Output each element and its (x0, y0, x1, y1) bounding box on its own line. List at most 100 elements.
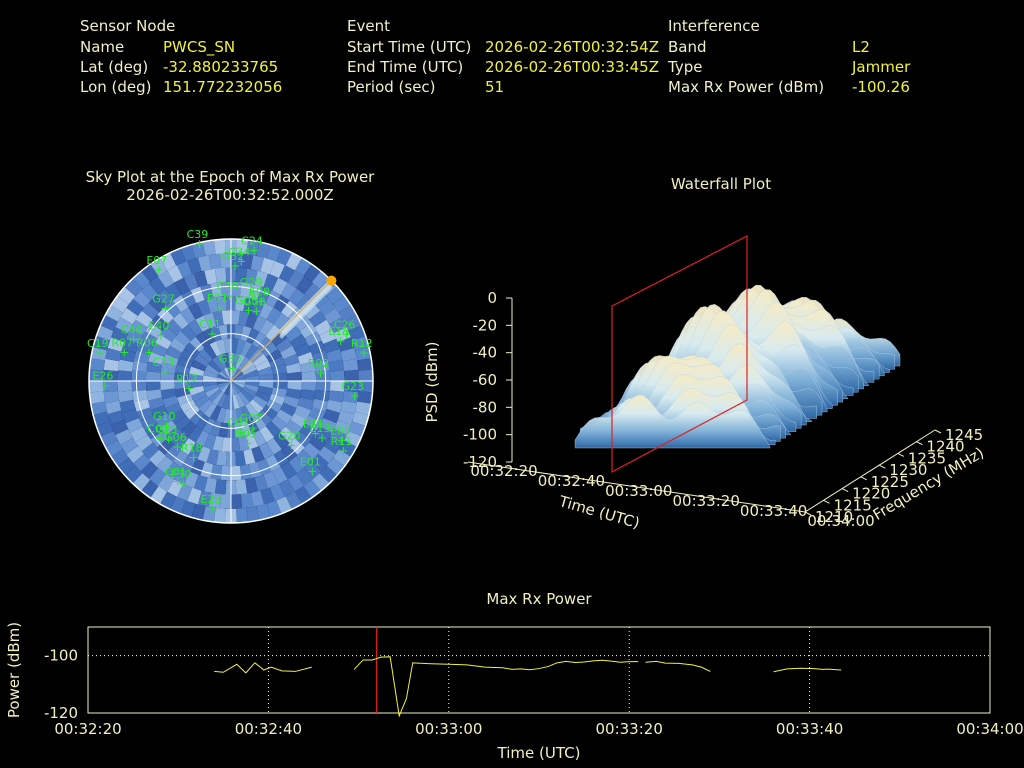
sky-heatmap-cell (157, 270, 175, 288)
sky-heatmap-cell (339, 305, 357, 322)
sky-heatmap-cell (174, 277, 190, 295)
sky-heatmap-cell (280, 402, 297, 417)
sky-heatmap-cell (203, 312, 217, 329)
sky-heatmap-cell (240, 405, 253, 422)
sky-heatmap-cell (197, 299, 211, 316)
satellite-c30: +C30 (217, 280, 239, 303)
waterfall-y-tick (916, 441, 923, 446)
sky-heatmap-cell (243, 369, 259, 379)
sky-heatmap-cell (148, 449, 166, 467)
satellite-label: E01 (300, 455, 321, 468)
sky-heatmap-cell (162, 395, 179, 409)
sky-heatmap-cell (174, 387, 191, 398)
satellite-marker: + (100, 378, 110, 392)
sky-heatmap-cell (281, 444, 298, 462)
sky-heatmap-cell (146, 361, 162, 373)
sky-heatmap-cell (202, 240, 216, 256)
sky-heatmap-cell (154, 334, 172, 350)
sky-heatmap-cell (148, 397, 165, 411)
sky-heatmap-cell (235, 339, 246, 355)
sky-heatmap-cell (251, 446, 265, 463)
satellite-label: R17 (176, 372, 198, 385)
sky-heatmap-cell (216, 295, 227, 312)
sky-plot-satellites: +C39+E07+C24+C34+G32+G27 +C30 +G29+E08+E01… (87, 228, 373, 516)
sky-heatmap-cell (271, 364, 288, 375)
sky-heatmap-cell (265, 290, 281, 308)
sky-heatmap-cell (231, 281, 242, 297)
sky-heatmap-cell (240, 389, 254, 403)
sky-heatmap-cell (257, 366, 273, 377)
sky-heatmap-cell (262, 404, 278, 420)
sky-heatmap-cell (213, 507, 226, 523)
sensor-node-title: Sensor Node (80, 17, 176, 35)
sky-heatmap-cell (266, 244, 282, 262)
sky-heatmap-cell (231, 381, 242, 394)
sky-heatmap-cell (279, 265, 295, 283)
sky-heatmap-cell (197, 255, 212, 272)
power-x-tick-label: 00:32:40 (235, 720, 302, 738)
sky-heatmap-cell (216, 450, 227, 467)
sky-heatmap-cell (144, 423, 163, 440)
period-key: Period (sec) (347, 78, 436, 96)
waterfall-y-tick (934, 429, 942, 434)
satellite-marker: + (317, 431, 327, 445)
waterfall-y-tick-label: 1215 (834, 496, 872, 514)
sky-heatmap-cell (140, 283, 158, 301)
sky-heatmap-cell (231, 381, 245, 389)
sky-heatmap-cell (252, 315, 267, 332)
sky-heatmap-cell (273, 381, 288, 390)
power-series-line (773, 667, 842, 673)
sky-heatmap-cell (174, 467, 190, 485)
satellite-c11: +C11 (199, 318, 221, 341)
satellite-label: C30 (217, 280, 239, 293)
sky-heatmap-cell (324, 307, 342, 325)
satellite-c03: +C03 (227, 416, 249, 439)
satellite-marker: + (208, 502, 218, 516)
event-title: Event (347, 17, 390, 35)
sky-heatmap-cell (202, 417, 216, 434)
sky-heatmap-cell (216, 339, 227, 355)
sky-heatmap-cell (203, 402, 217, 418)
sky-heatmap-cell (339, 440, 357, 457)
sky-heatmap-cell (200, 462, 214, 479)
satellite-marker: + (359, 346, 369, 360)
sky-heatmap-cell (194, 353, 210, 367)
sky-heatmap-cell (210, 464, 223, 480)
power-x-tick-label: 00:33:20 (596, 720, 663, 738)
satellite-c26: +C26 (334, 318, 356, 341)
sky-heatmap-cell (252, 353, 268, 367)
sky-heatmap-cell (150, 314, 168, 331)
sky-heatmap-cell (352, 336, 369, 351)
waterfall-z-tick-label: -100 (463, 426, 497, 444)
sky-heatmap-cell (172, 312, 189, 330)
sky-heatmap-cell (257, 336, 273, 353)
satellite-label: E18 (328, 325, 349, 338)
satellite-label: C01 (165, 465, 187, 478)
sky-heatmap-cell (256, 241, 271, 259)
sky-heatmap-cell (323, 409, 340, 424)
sky-heatmap-cell (220, 381, 231, 394)
satellite-r06: +R06 (136, 337, 158, 360)
sky-heatmap-cell (219, 253, 231, 268)
sky-heatmap-cell (279, 426, 297, 443)
waterfall-x-tick-label: 00:33:40 (740, 502, 807, 520)
satellite-c13: +C13 (153, 356, 175, 379)
satellite-label: R18 (181, 442, 203, 455)
satellite-e07: +E07 (146, 254, 167, 277)
sky-heatmap-cell (242, 364, 257, 376)
satellite-e05: +E05 (330, 424, 351, 447)
satellite-e23: +E23 (201, 493, 222, 516)
sky-heatmap-cell (299, 423, 318, 440)
power-title: Max Rx Power (486, 590, 592, 608)
sky-heatmap-cell (195, 414, 210, 431)
sky-heatmap-cell (256, 503, 271, 521)
sky-heatmap-cell (309, 434, 327, 452)
sky-heatmap-cell (133, 350, 150, 364)
sky-heatmap-cell (231, 408, 239, 424)
waterfall-y-tick-label: 1230 (889, 461, 927, 479)
sky-heatmap-cell (115, 317, 133, 333)
sky-heatmap-cell (302, 302, 321, 320)
satellite-label: G05 (235, 295, 258, 308)
sky-heatmap-cell (357, 391, 373, 404)
sky-heatmap-cell (238, 435, 250, 452)
